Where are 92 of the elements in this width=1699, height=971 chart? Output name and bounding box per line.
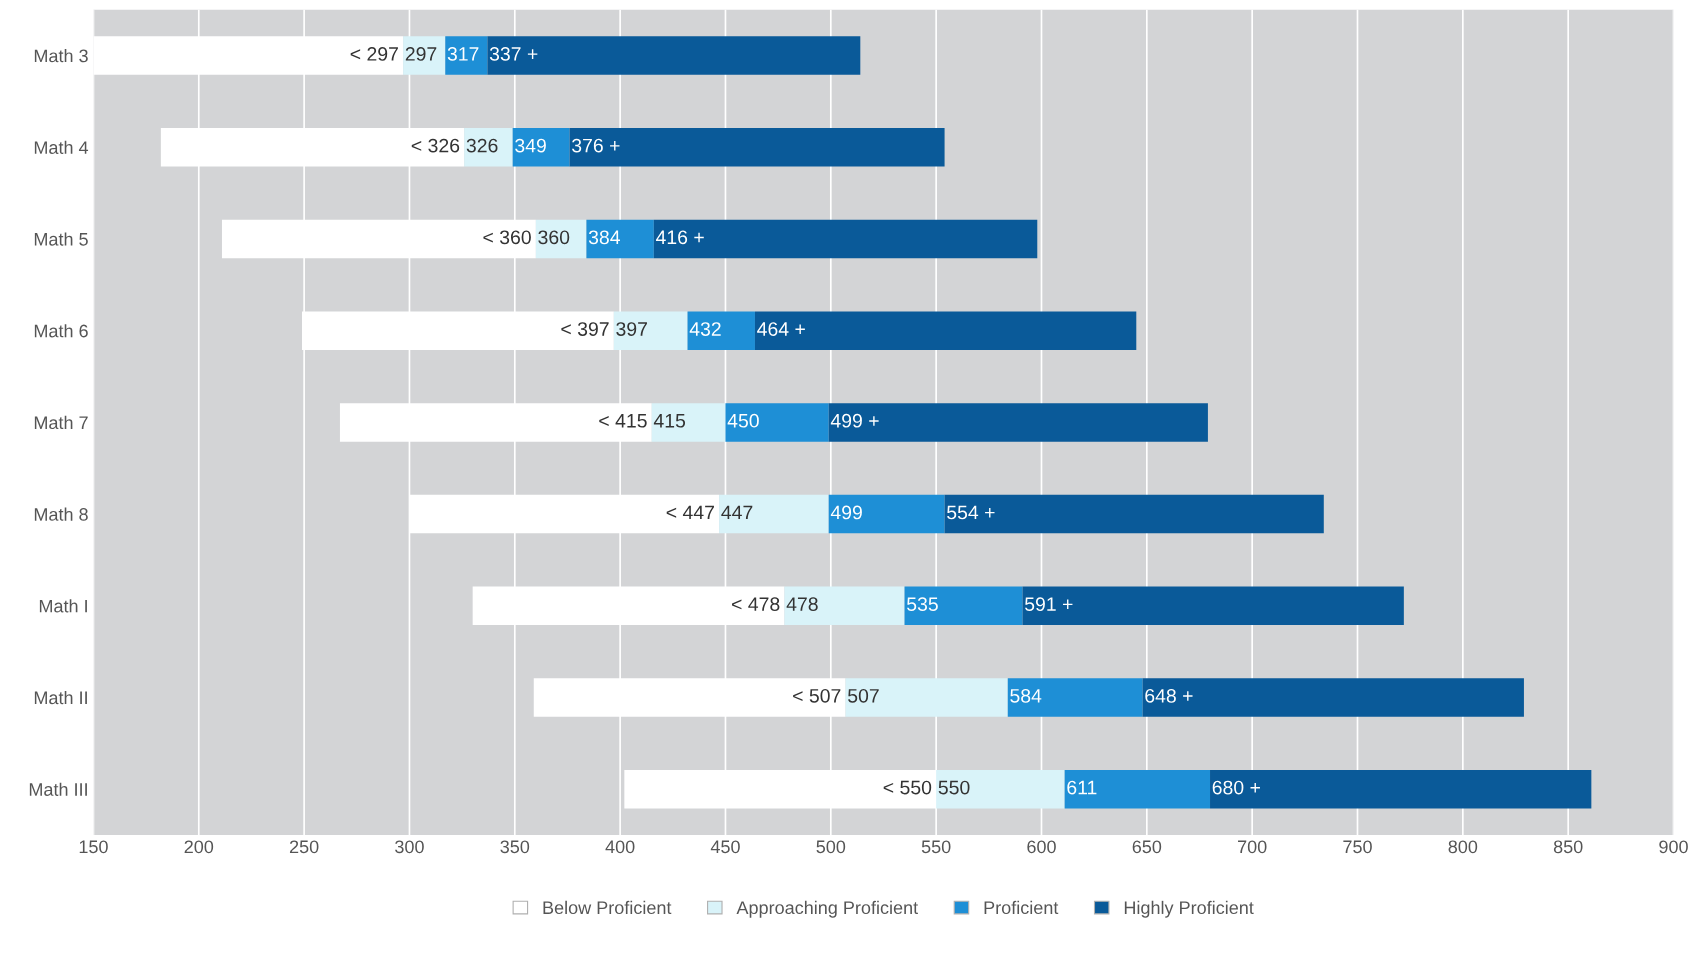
x-tick-label: 750 <box>1343 840 1372 854</box>
y-tick-label: Math III <box>29 782 87 796</box>
bar <box>687 311 755 350</box>
annotation: 535 <box>907 597 938 612</box>
x-tick-label: 300 <box>395 840 424 854</box>
x-tick-label: 150 <box>79 840 108 854</box>
x-tick-label: 250 <box>289 840 319 854</box>
annotation: 432 <box>689 322 721 336</box>
bar <box>464 128 513 167</box>
bar <box>487 36 861 75</box>
annotation: < 326 <box>411 138 460 153</box>
annotation: < 507 <box>793 688 841 703</box>
annotation: 349 <box>515 138 546 153</box>
annotation: < 360 <box>483 230 531 245</box>
annotation: 337 + <box>489 47 538 61</box>
annotation: 507 <box>848 688 879 703</box>
x-tick-label: 900 <box>1659 840 1688 854</box>
annotation: 450 <box>727 413 759 428</box>
x-tick-label: 600 <box>1027 840 1056 854</box>
x-tick-label: 400 <box>605 840 635 854</box>
annotation: 550 <box>938 780 970 795</box>
annotation: 648 + <box>1145 688 1193 703</box>
annotation: 591 + <box>1024 597 1073 612</box>
legend-label: Approaching Proficient <box>736 900 918 918</box>
bar <box>828 403 1208 442</box>
legend-label: Proficient <box>984 900 1059 915</box>
x-tick-label: 650 <box>1132 840 1162 854</box>
y-tick-label: Math II <box>34 690 87 705</box>
x-tick-label: 200 <box>184 840 214 854</box>
y-tick-label: Math 5 <box>34 232 88 246</box>
bar <box>613 311 688 350</box>
annotation: 415 <box>653 414 686 428</box>
bar <box>845 678 1008 717</box>
y-tick-label: Math 6 <box>34 324 88 338</box>
bar <box>944 494 1324 534</box>
annotation: < 397 <box>561 322 609 336</box>
bar <box>936 769 1065 809</box>
bar <box>586 219 654 259</box>
y-tick-label: Math 7 <box>34 415 88 430</box>
bar <box>1022 586 1404 626</box>
x-tick-label: 500 <box>816 840 846 854</box>
x-tick-label: 850 <box>1553 840 1583 854</box>
annotation: < 415 <box>599 414 647 428</box>
annotation: 360 <box>538 230 570 245</box>
bar <box>569 128 945 167</box>
bar <box>512 128 570 167</box>
bar <box>784 586 905 626</box>
bar <box>403 36 446 75</box>
annotation: 416 + <box>655 230 704 245</box>
y-tick-label: Math 8 <box>34 507 88 521</box>
annotation: 447 <box>721 505 753 520</box>
annotation: 554 + <box>947 505 995 520</box>
bar <box>904 586 1023 626</box>
x-tick-label: 800 <box>1448 840 1478 854</box>
annotation: < 297 <box>350 47 398 61</box>
bar <box>1142 678 1524 717</box>
annotation: < 550 <box>883 780 932 795</box>
bar <box>1064 769 1211 809</box>
x-tick-label: 550 <box>921 840 951 854</box>
bar <box>1210 769 1592 809</box>
bar <box>445 36 488 75</box>
annotation: 499 + <box>830 413 879 428</box>
annotation: 297 <box>405 47 437 61</box>
bar <box>535 219 587 259</box>
y-tick-label: Math I <box>39 599 87 613</box>
bar <box>725 403 829 442</box>
bar <box>719 494 829 534</box>
legend-label: Highly Proficient <box>1124 900 1254 918</box>
annotation: 499 <box>830 505 862 520</box>
x-tick-label: 350 <box>500 840 530 854</box>
bar <box>651 403 726 442</box>
x-tick-label: 450 <box>710 840 740 854</box>
bar <box>754 311 1137 350</box>
y-tick-label: Math 3 <box>34 49 88 63</box>
annotation: 376 + <box>572 138 620 153</box>
annotation: 584 <box>1010 688 1042 703</box>
annotation: 611 <box>1067 780 1097 795</box>
bar <box>653 219 1038 259</box>
annotation: 384 <box>588 230 620 245</box>
annotation: < 478 <box>732 597 780 612</box>
bar <box>828 494 945 534</box>
annotation: 478 <box>786 597 818 612</box>
annotation: 317 <box>447 47 479 61</box>
annotation: 464 + <box>757 322 805 336</box>
annotation: 397 <box>616 322 647 336</box>
x-tick-label: 700 <box>1238 840 1267 854</box>
y-tick-label: Math 4 <box>34 140 89 154</box>
annotation: 326 <box>466 138 498 153</box>
annotation: 680 + <box>1212 780 1260 795</box>
annotation: < 447 <box>666 505 714 520</box>
legend-label: Below Proficient <box>543 900 672 915</box>
bar <box>1007 678 1143 717</box>
